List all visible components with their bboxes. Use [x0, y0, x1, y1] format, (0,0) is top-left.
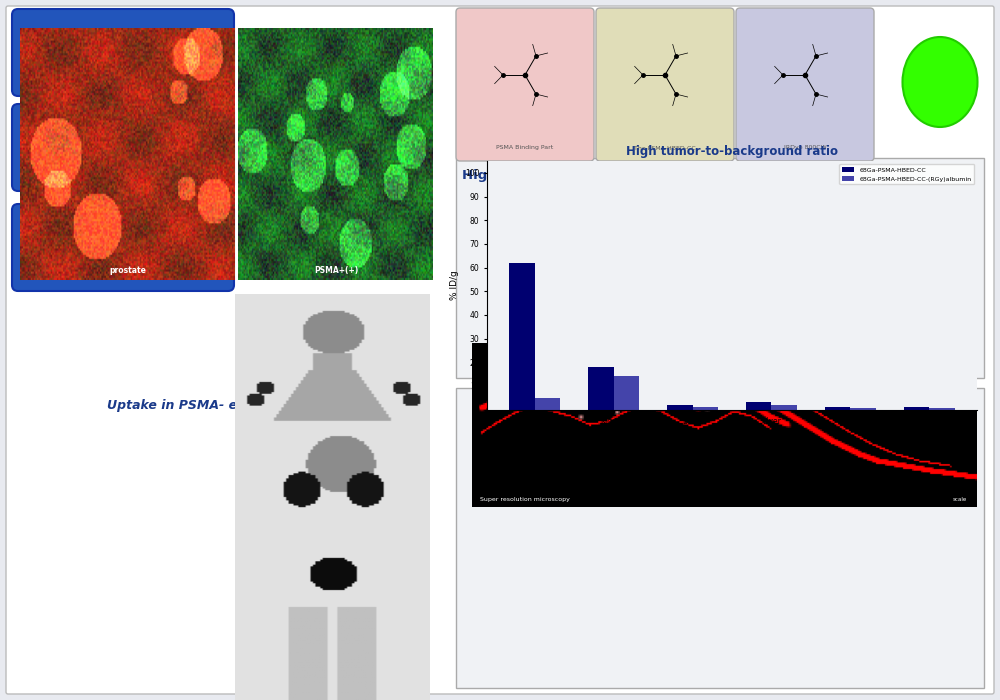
Circle shape — [26, 231, 58, 263]
Text: PET/CT: PET/CT — [111, 36, 159, 48]
Text: PSMA Binding Part: PSMA Binding Part — [496, 146, 554, 150]
Text: prostate: prostate — [110, 266, 147, 274]
Text: Fluorescence: Fluorescence — [89, 255, 181, 267]
FancyBboxPatch shape — [12, 204, 234, 291]
FancyBboxPatch shape — [456, 8, 594, 161]
Bar — [929, 408, 955, 409]
Text: Super resolution microscopy: Super resolution microscopy — [480, 497, 570, 502]
FancyBboxPatch shape — [456, 388, 984, 688]
Bar — [588, 367, 614, 410]
Bar — [509, 262, 535, 410]
Text: Imaging: Imaging — [107, 60, 163, 73]
Bar — [771, 405, 797, 409]
Bar — [904, 407, 929, 410]
Legend: 68Ga-PSMA-HBED-CC, 68Ga-PSMA-HBED-CC-(RGy)albumin: 68Ga-PSMA-HBED-CC, 68Ga-PSMA-HBED-CC-(RG… — [839, 164, 974, 184]
Bar — [825, 407, 850, 410]
Text: The PSMA-HBED-CC: The PSMA-HBED-CC — [634, 146, 696, 150]
Bar — [693, 407, 718, 410]
FancyBboxPatch shape — [6, 6, 994, 694]
Text: PSMA+(+): PSMA+(+) — [314, 266, 358, 274]
Text: 1: 1 — [37, 45, 47, 60]
Text: High affinity to PSMA and specific internalization: High affinity to PSMA and specific inter… — [462, 169, 832, 181]
Text: Intraoperative: Intraoperative — [84, 130, 186, 143]
Bar — [746, 402, 771, 409]
FancyBboxPatch shape — [596, 8, 734, 161]
Text: Uptake in PSMA- expressing tissue: Uptake in PSMA- expressing tissue — [107, 398, 353, 412]
FancyBboxPatch shape — [456, 158, 984, 378]
Y-axis label: % ID/g: % ID/g — [450, 270, 459, 300]
Bar — [667, 405, 693, 409]
Ellipse shape — [902, 37, 978, 127]
Bar — [614, 377, 639, 410]
Circle shape — [26, 36, 58, 68]
Bar — [535, 398, 560, 410]
Text: Intraoperative: Intraoperative — [84, 230, 186, 244]
Text: 3: 3 — [37, 239, 47, 255]
Text: 2: 2 — [37, 139, 47, 155]
Text: IRDye 800CW: IRDye 800CW — [784, 146, 826, 150]
Title: High tumor-to-background ratio: High tumor-to-background ratio — [626, 146, 838, 158]
Circle shape — [26, 131, 58, 163]
FancyBboxPatch shape — [12, 9, 234, 96]
FancyBboxPatch shape — [12, 104, 234, 191]
Bar — [850, 408, 876, 409]
Text: Gamma Camera: Gamma Camera — [79, 155, 191, 167]
Text: scale: scale — [953, 497, 967, 502]
FancyBboxPatch shape — [736, 8, 874, 161]
